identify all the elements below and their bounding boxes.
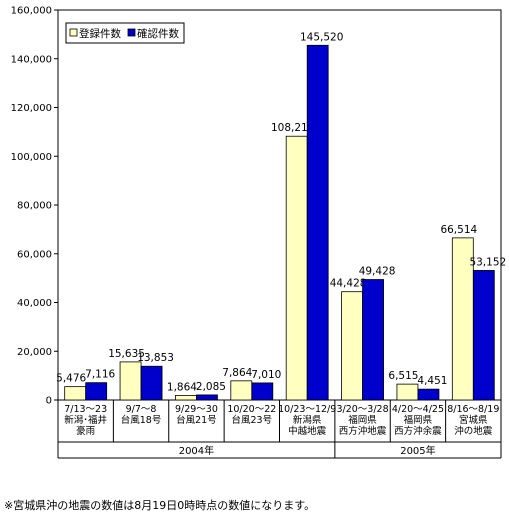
category-label: 9/7～8: [126, 404, 157, 415]
year-label: 2005年: [400, 444, 435, 457]
category-label: 宮城県: [459, 414, 488, 426]
y-tick-label: 100,000: [11, 152, 52, 163]
category-label: 7/13～23: [64, 404, 107, 415]
data-label: 44,428: [330, 278, 367, 290]
bar-registered: [175, 395, 197, 401]
category-label: 台風21号: [176, 414, 217, 426]
data-label: 5,476: [56, 373, 86, 385]
category-label: 4/20～4/25: [392, 404, 444, 415]
category-label: 沖の地震: [454, 425, 493, 437]
category-label: 中越地震: [288, 425, 327, 437]
category-label: 10/20～22: [227, 404, 276, 415]
category-label: 10/23～12/9: [278, 404, 336, 415]
legend-label: 確認件数: [137, 27, 179, 40]
bar-registered: [341, 291, 363, 401]
y-tick-label: 140,000: [11, 54, 52, 65]
y-tick-label: 0: [46, 396, 52, 407]
footnote: ※宮城県沖の地震の数値は8月19日0時時点の数値になります。: [4, 499, 316, 512]
category-label: 西方沖地震: [339, 425, 387, 437]
category-label: 新潟県: [293, 414, 322, 426]
data-label: 66,514: [440, 224, 477, 236]
data-label: 7,864: [222, 367, 252, 379]
bar-registered: [119, 361, 142, 401]
data-label: 13,853: [137, 352, 174, 364]
category-label: 福岡県: [404, 414, 433, 426]
data-label: 7,116: [85, 369, 115, 381]
bar-confirmed: [472, 270, 495, 401]
data-label: 1,864: [167, 381, 197, 393]
category-label: 福岡県: [348, 414, 377, 426]
data-label: 15,635: [108, 348, 145, 360]
bar-confirmed: [306, 44, 329, 401]
y-tick-label: 20,000: [17, 347, 52, 358]
category-label: 台風23号: [232, 414, 273, 426]
category-label: 西方沖余震: [394, 425, 442, 437]
plot-area: [57, 9, 502, 401]
year-groups: 2004年 2005年: [57, 441, 502, 459]
data-label: 145,520: [300, 31, 343, 43]
bar-registered: [64, 386, 87, 401]
category-label: 台風18号: [121, 414, 162, 426]
legend-swatch: [127, 28, 136, 37]
bar-confirmed: [85, 382, 108, 401]
data-label: 49,428: [359, 266, 396, 278]
legend-swatch: [69, 28, 78, 37]
data-label: 7,010: [251, 369, 281, 381]
y-axis: 0 20,000 40,000 60,000 80,000 100,000 120,000 1…: [11, 6, 58, 407]
bar-confirmed: [196, 394, 218, 401]
bar-registered: [285, 135, 308, 401]
bar-confirmed: [417, 388, 440, 401]
category-label: 新潟･福井: [64, 414, 107, 426]
data-label: 2,085: [196, 381, 226, 393]
legend: 登録件数 確認件数: [65, 22, 185, 44]
bar-confirmed: [362, 279, 384, 401]
y-tick-label: 40,000: [17, 298, 52, 309]
legend-label: 登録件数: [79, 27, 121, 40]
bar-registered: [230, 380, 253, 401]
legend-box: [65, 22, 185, 44]
category-label: 豪雨: [76, 425, 95, 437]
data-label: 6,515: [388, 370, 418, 382]
category-label: 8/16～8/19: [447, 404, 499, 415]
data-label: 53,152: [469, 256, 506, 268]
category-label: 9/29～30: [175, 404, 218, 415]
y-tick-label: 160,000: [11, 6, 52, 17]
year-label: 2004年: [179, 444, 214, 457]
y-tick-label: 80,000: [17, 201, 52, 212]
bar-confirmed: [140, 365, 163, 401]
y-tick-label: 60,000: [17, 249, 52, 260]
data-label: 4,451: [417, 375, 447, 387]
y-tick-label: 120,000: [11, 103, 52, 114]
bar-registered: [396, 383, 419, 401]
bar-confirmed: [251, 382, 274, 401]
category-label: 3/20～3/28: [336, 404, 388, 415]
data-label: 108,216: [271, 122, 315, 134]
